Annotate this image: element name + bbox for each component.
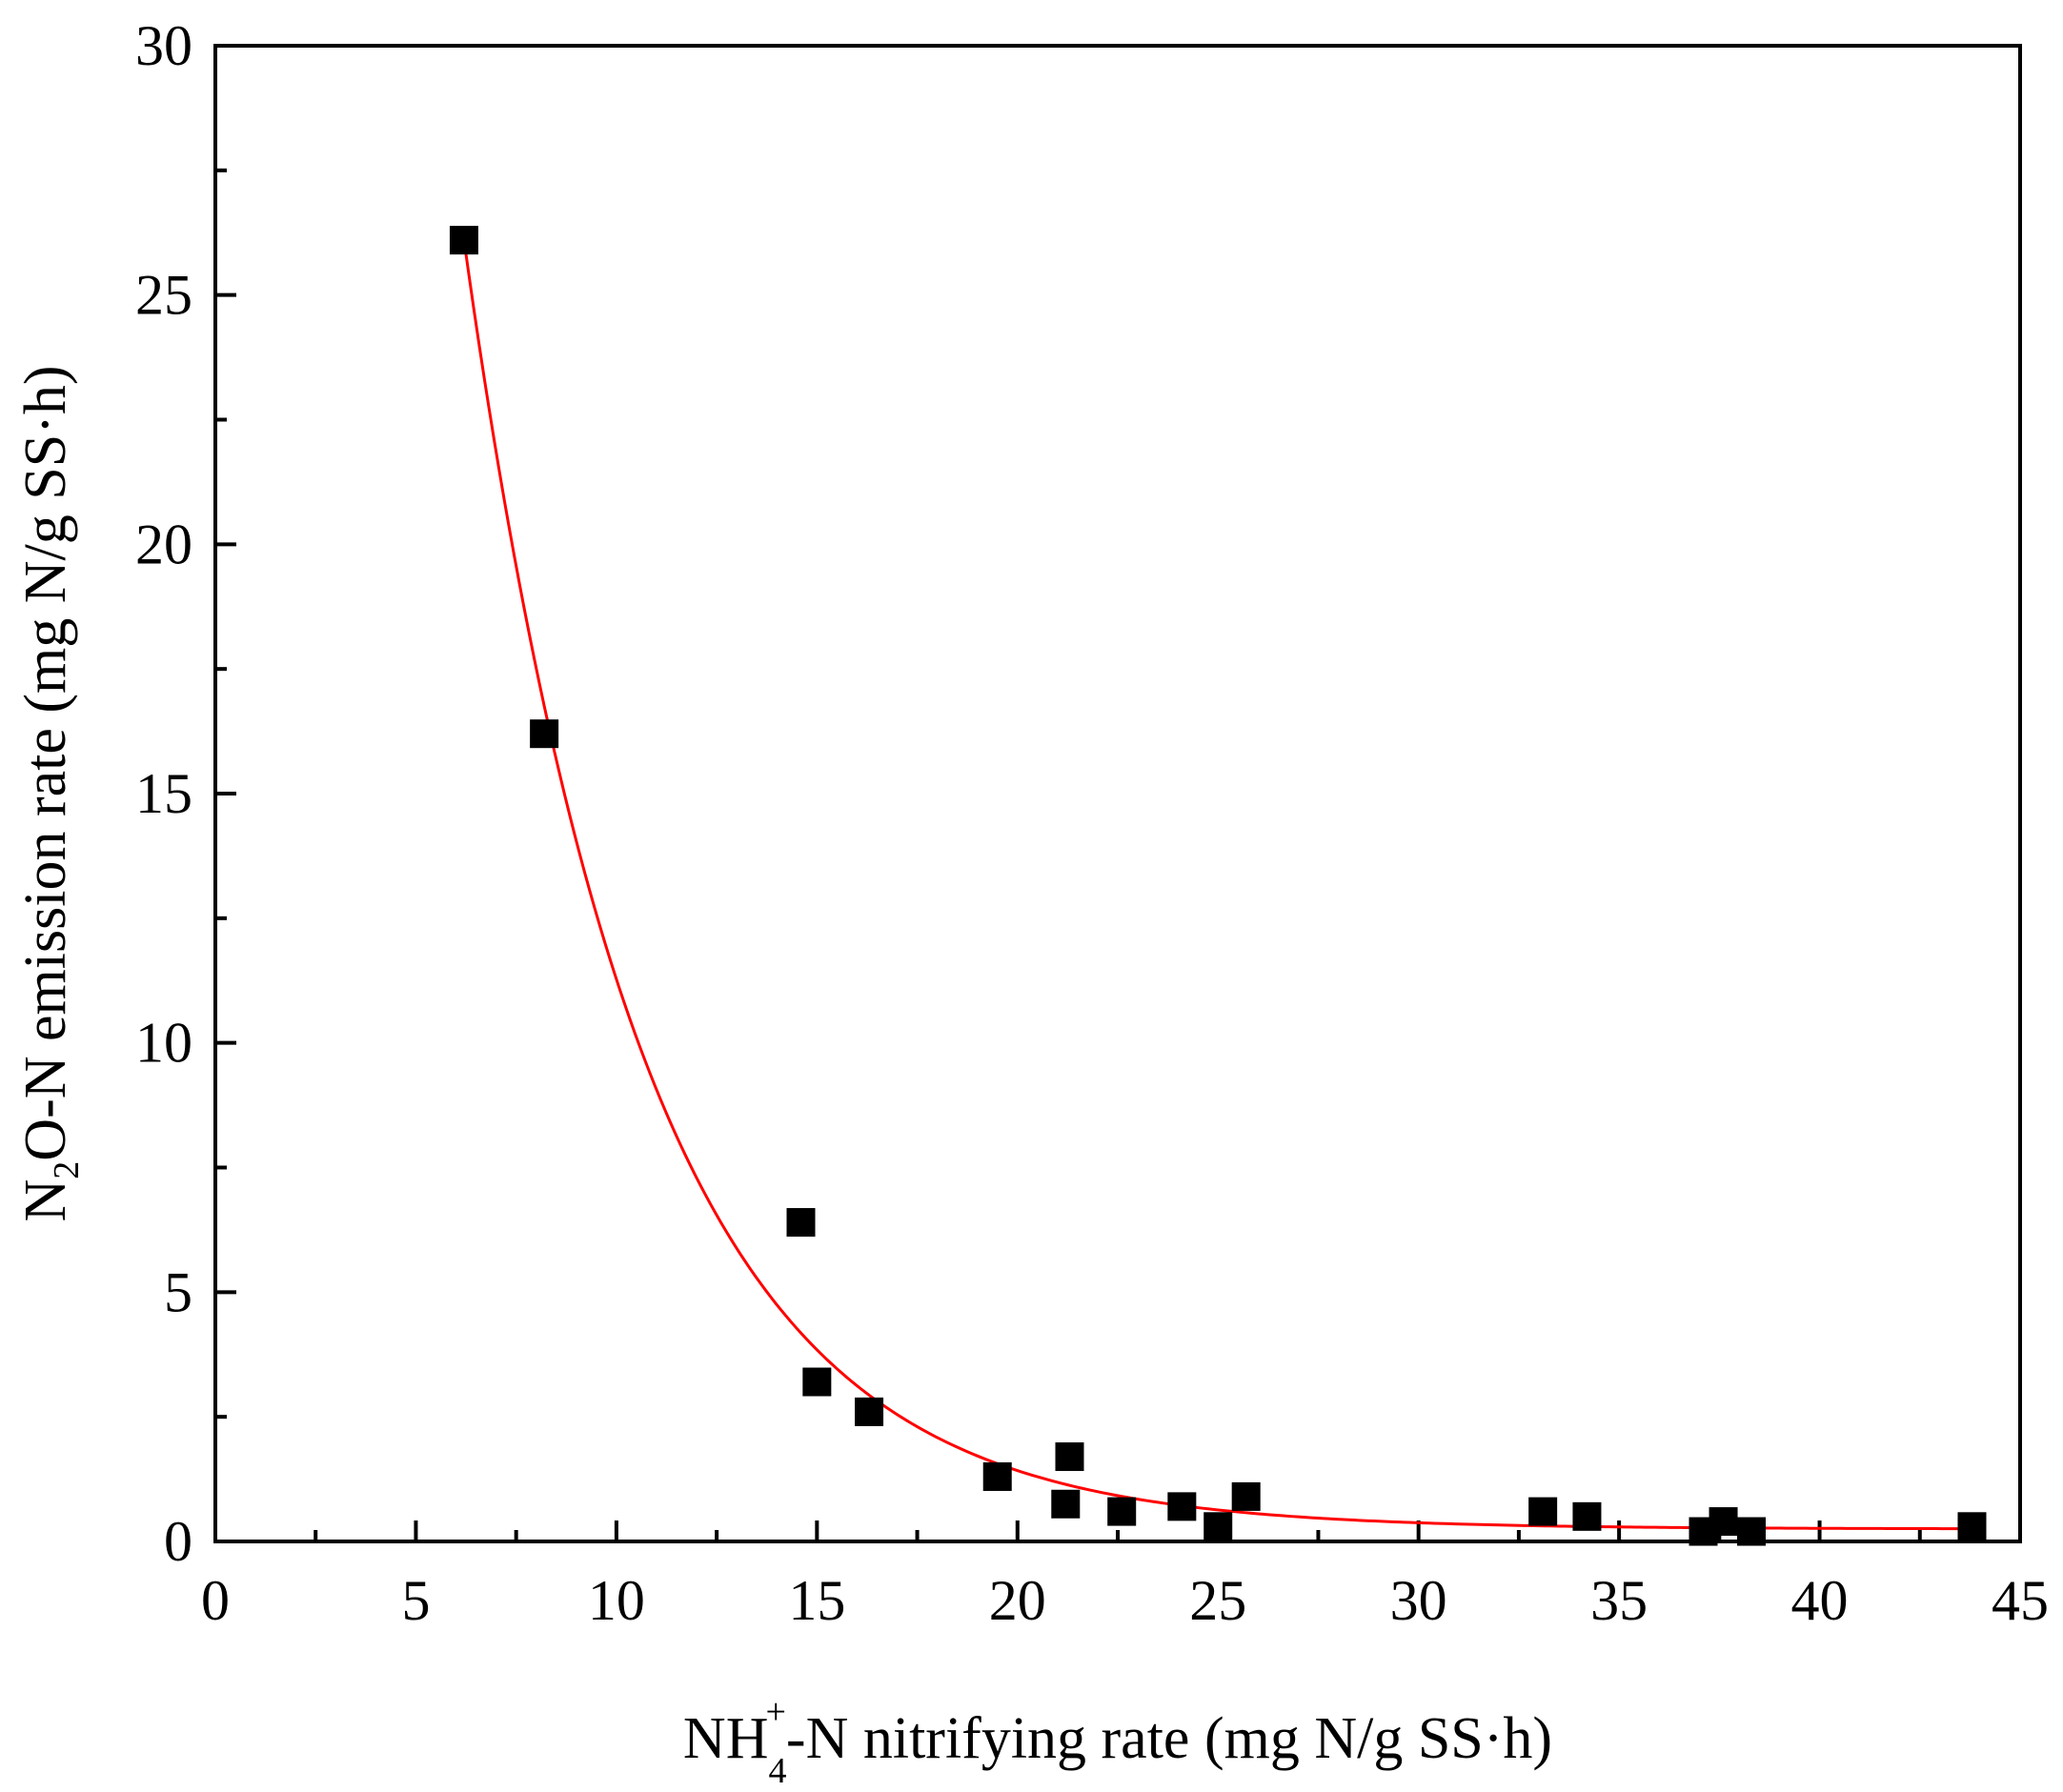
data-point	[1709, 1507, 1738, 1537]
x-tick-label: 30	[1390, 1569, 1447, 1632]
y-tick-label: 5	[164, 1260, 192, 1323]
data-point	[1203, 1512, 1233, 1541]
x-tick-label: 15	[788, 1569, 845, 1632]
y-axis-tick-labels: 0 5 10 15 20 25 30	[135, 14, 192, 1573]
x-tick-label: 10	[588, 1569, 645, 1632]
x-tick-label: 45	[1992, 1569, 2049, 1632]
data-point	[1167, 1492, 1197, 1521]
y-axis-title: N2O-N emission rate (mg N/g SS·h)	[13, 366, 87, 1222]
x-tick-label: 40	[1791, 1569, 1849, 1632]
data-point	[1055, 1442, 1084, 1472]
x-axis-tick-labels: 0 5 10 15 20 25 30 35 40 45	[201, 1569, 2049, 1632]
exponential-fit-line	[462, 239, 1972, 1531]
x-tick-label: 20	[989, 1569, 1046, 1632]
y-tick-label: 10	[135, 1012, 192, 1075]
data-point	[530, 719, 559, 749]
plot-frame	[213, 44, 2022, 1543]
y-tick-label: 15	[135, 762, 192, 825]
data-point	[449, 226, 478, 255]
data-point	[855, 1397, 884, 1426]
x-axis-title: NH4+-N nitrifying rate (mg N/g SS·h)	[683, 1692, 1552, 1791]
y-tick-label: 30	[135, 14, 192, 77]
data-point	[1231, 1481, 1261, 1511]
data-point	[1528, 1497, 1558, 1526]
data-point	[1957, 1512, 1987, 1541]
y-tick-label: 20	[135, 513, 192, 575]
x-tick-label: 0	[201, 1569, 230, 1632]
y-tick-label: 25	[135, 264, 192, 327]
data-point	[802, 1367, 832, 1397]
data-point	[1737, 1517, 1767, 1546]
x-tick-label: 35	[1590, 1569, 1648, 1632]
y-tick-label: 0	[164, 1510, 192, 1573]
y-axis-ticks	[215, 44, 236, 1543]
x-tick-label: 5	[401, 1569, 430, 1632]
data-point	[1572, 1501, 1602, 1531]
data-point	[786, 1208, 816, 1238]
x-tick-label: 25	[1189, 1569, 1246, 1632]
data-point	[1107, 1497, 1137, 1526]
data-point	[982, 1461, 1012, 1491]
data-point	[1051, 1489, 1081, 1519]
data-points	[449, 226, 1987, 1546]
